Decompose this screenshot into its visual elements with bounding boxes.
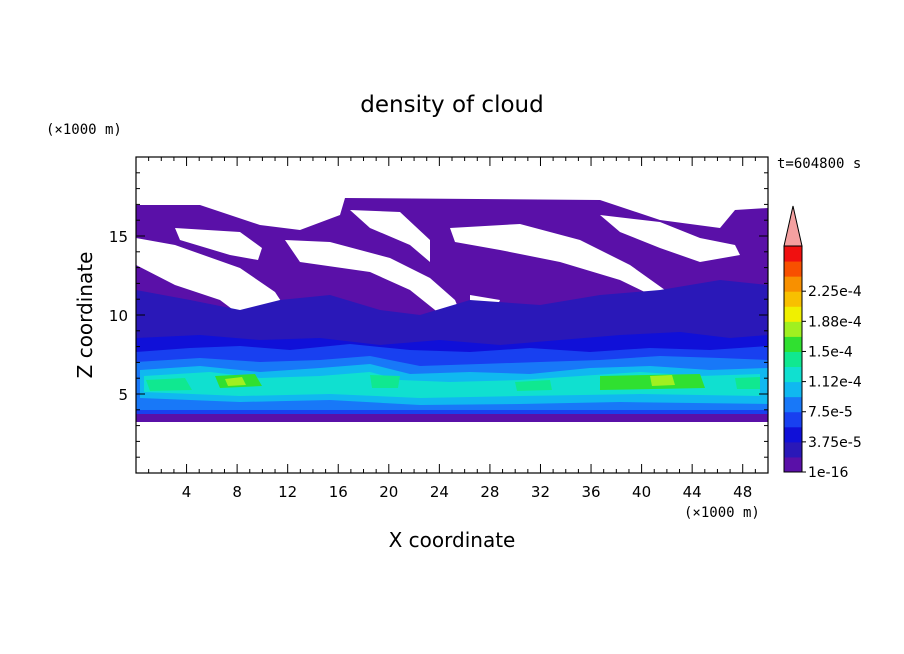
colorbar-swatch — [784, 351, 802, 368]
green-core-7 — [650, 375, 675, 386]
colorbar-swatch — [784, 396, 802, 413]
colorbar-label: 2.25e-4 — [808, 284, 862, 300]
green-core-5 — [515, 380, 552, 391]
colorbar-swatch — [784, 306, 802, 322]
x-tick-label: 44 — [683, 483, 702, 501]
x-tick-label: 4 — [182, 483, 192, 501]
colorbar-swatch — [784, 441, 802, 458]
cloud-gap-6 — [600, 215, 740, 262]
colorbar-swatch — [784, 366, 802, 383]
y-axis-label: Z coordinate — [73, 252, 97, 379]
colorbar-swatch — [784, 321, 802, 337]
x-axis-ticks: 4 8 12 16 20 24 28 32 36 40 44 48 — [148, 157, 756, 501]
green-core-8 — [735, 377, 760, 389]
green-core-1 — [146, 378, 192, 391]
y-unit-label: (×1000 m) — [46, 122, 122, 138]
colorbar-swatch — [784, 381, 802, 398]
colorbar-swatch — [784, 456, 802, 473]
colorbar-swatch — [784, 246, 802, 262]
green-core-4 — [370, 375, 400, 388]
colorbar-swatch — [784, 336, 802, 352]
x-unit-label: (×1000 m) — [684, 505, 760, 521]
lower-cloud-edge — [136, 414, 768, 422]
x-tick-label: 16 — [329, 483, 348, 501]
x-tick-label: 40 — [632, 483, 651, 501]
cloud-gap-5 — [450, 224, 665, 297]
x-tick-label: 36 — [581, 483, 600, 501]
y-tick-label: 10 — [109, 307, 128, 325]
colorbar-swatch — [784, 291, 802, 307]
colorbar-swatch — [784, 276, 802, 292]
colorbar: 1e-16 3.75e-5 7.5e-5 1.12e-4 1.5e-4 1.88e-4 2.… — [783, 205, 862, 481]
y-tick-label: 15 — [109, 228, 128, 246]
x-tick-label: 24 — [430, 483, 449, 501]
x-tick-label: 28 — [480, 483, 499, 501]
colorbar-swatch — [784, 261, 802, 277]
plot-area — [136, 157, 768, 473]
x-tick-label: 20 — [379, 483, 398, 501]
colorbar-swatch — [784, 426, 802, 443]
colorbar-label: 7.5e-5 — [808, 405, 853, 421]
y-tick-label: 5 — [118, 386, 128, 404]
colorbar-swatch — [784, 411, 802, 428]
cloud-gap-4 — [350, 210, 430, 262]
colorbar-over-arrow — [783, 205, 803, 247]
x-tick-label: 32 — [531, 483, 550, 501]
colorbar-label: 1.88e-4 — [808, 314, 862, 330]
cloud-gap-2 — [175, 228, 262, 260]
x-tick-label: 12 — [278, 483, 297, 501]
colorbar-label: 3.75e-5 — [808, 435, 862, 451]
green-core-3 — [225, 377, 246, 386]
time-label: t=604800 s — [777, 156, 861, 172]
colorbar-label: 1.12e-4 — [808, 375, 862, 391]
chart-title: density of cloud — [360, 92, 543, 118]
colorbar-label: 1.5e-4 — [808, 344, 853, 360]
x-axis-label: X coordinate — [389, 528, 516, 552]
x-tick-label: 8 — [232, 483, 242, 501]
colorbar-label: 1e-16 — [808, 465, 848, 481]
cloud-gap-3 — [285, 240, 460, 314]
x-tick-label: 48 — [733, 483, 752, 501]
y-axis-ticks: 5 10 15 — [109, 172, 768, 458]
